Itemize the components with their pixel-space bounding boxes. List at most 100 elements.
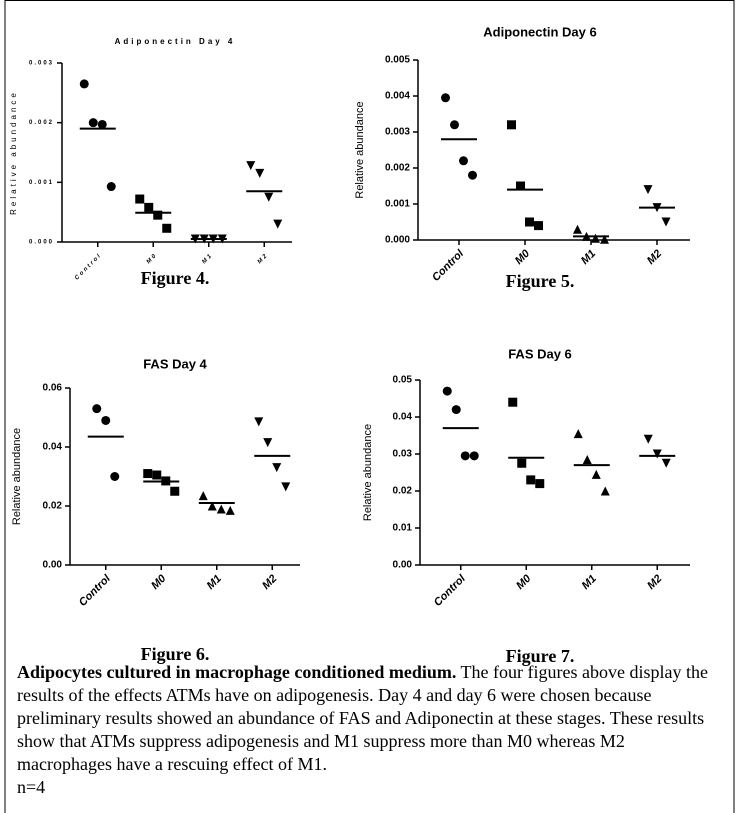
chart-title: Adiponectin Day 4 [115, 37, 236, 46]
point [246, 161, 256, 171]
point [207, 501, 217, 511]
figure-caption: Figure 4. [141, 268, 210, 288]
y-tick-label: 0.06 [43, 383, 63, 394]
chart-title: FAS Day 4 [143, 356, 207, 371]
chart-title: FAS Day 6 [508, 346, 572, 361]
y-axis-label: Relative abundance [362, 424, 374, 521]
point [582, 455, 592, 465]
y-tick-label: 0.003 [29, 61, 54, 67]
point [591, 469, 601, 479]
point [450, 120, 459, 130]
point [143, 469, 153, 479]
point [152, 470, 162, 480]
point [281, 482, 291, 492]
x-tick-label: M0 [149, 572, 169, 592]
y-tick-label: 0.000 [385, 235, 410, 246]
point [535, 479, 545, 489]
x-tick-label: M2 [260, 573, 279, 592]
x-tick-label: M0 [514, 572, 534, 592]
point [451, 405, 461, 415]
point [600, 234, 609, 244]
description-note: n=4 [17, 777, 46, 797]
y-tick-label: 0.00 [43, 560, 63, 571]
point [101, 415, 111, 425]
x-tick-label: M1 [201, 252, 214, 265]
point [469, 451, 479, 461]
y-axis-label: Relative abundance [354, 101, 366, 198]
figure-caption: Figure 5. [506, 271, 575, 291]
y-tick-label: 0.002 [29, 120, 54, 126]
y-tick-label: 0.000 [29, 240, 54, 246]
point [643, 434, 653, 444]
point [153, 210, 163, 220]
description-lead: Adipocytes cultured in macrophage condit… [17, 662, 457, 682]
x-tick-label: M2 [257, 252, 270, 265]
chart: Adiponectin Day 4 Relative abundance Figur… [9, 37, 292, 288]
point [216, 504, 226, 514]
chart: FAS Day 4 Relative abundance Figure 6. 0.00… [11, 356, 300, 664]
x-tick-label: Control [74, 252, 103, 281]
x-tick-label: Control [432, 572, 469, 609]
point [263, 438, 273, 448]
point [573, 429, 583, 439]
y-tick-label: 0.002 [385, 163, 410, 174]
point [273, 219, 283, 229]
figure-caption: Figure 7. [506, 646, 575, 666]
x-tick-label: M0 [513, 247, 533, 267]
y-tick-label: 0.005 [385, 55, 410, 66]
point [661, 458, 671, 468]
x-tick-label: M2 [645, 248, 664, 267]
x-tick-label: M1 [205, 573, 224, 592]
chart: FAS Day 6 Relative abundance Figure 7. 0.00… [362, 346, 690, 666]
point [144, 202, 154, 212]
figure-caption: Figure 6. [141, 644, 210, 664]
point [652, 449, 662, 459]
point [508, 397, 518, 407]
y-tick-label: 0.00 [393, 560, 413, 571]
x-tick-label: Control [430, 247, 467, 284]
y-tick-label: 0.001 [385, 199, 410, 210]
description: Adipocytes cultured in macrophage condit… [17, 661, 717, 799]
point [600, 486, 610, 496]
chart-title: Adiponectin Day 6 [483, 24, 596, 39]
point [526, 475, 536, 485]
y-tick-label: 0.004 [385, 91, 410, 102]
point [507, 120, 516, 130]
point [255, 168, 265, 178]
point [110, 472, 120, 481]
y-tick-label: 0.03 [393, 449, 413, 460]
point [162, 223, 172, 233]
y-tick-label: 0.003 [385, 127, 410, 138]
point [591, 233, 600, 243]
point [272, 463, 282, 473]
point [170, 486, 180, 496]
point [135, 194, 145, 204]
x-tick-label: M2 [645, 573, 664, 592]
point [97, 119, 107, 129]
y-tick-label: 0.05 [393, 375, 413, 386]
point [517, 458, 527, 468]
point [534, 221, 543, 231]
point [573, 224, 582, 234]
point [225, 505, 235, 515]
point [88, 118, 98, 128]
point [106, 182, 116, 192]
point [459, 156, 468, 166]
description-text: The four figures above display the resul… [17, 662, 708, 774]
x-tick-label: M1 [579, 248, 598, 267]
point [460, 451, 470, 461]
point [92, 404, 102, 414]
point [254, 417, 264, 427]
point [643, 185, 653, 195]
point [79, 79, 89, 89]
point [442, 386, 452, 396]
x-tick-label: M0 [146, 252, 159, 265]
y-tick-label: 0.04 [393, 412, 413, 423]
y-tick-label: 0.02 [43, 501, 63, 512]
y-tick-label: 0.04 [43, 442, 63, 453]
point [441, 93, 450, 103]
point [468, 170, 477, 180]
y-axis-label: Relative abundance [9, 90, 18, 215]
